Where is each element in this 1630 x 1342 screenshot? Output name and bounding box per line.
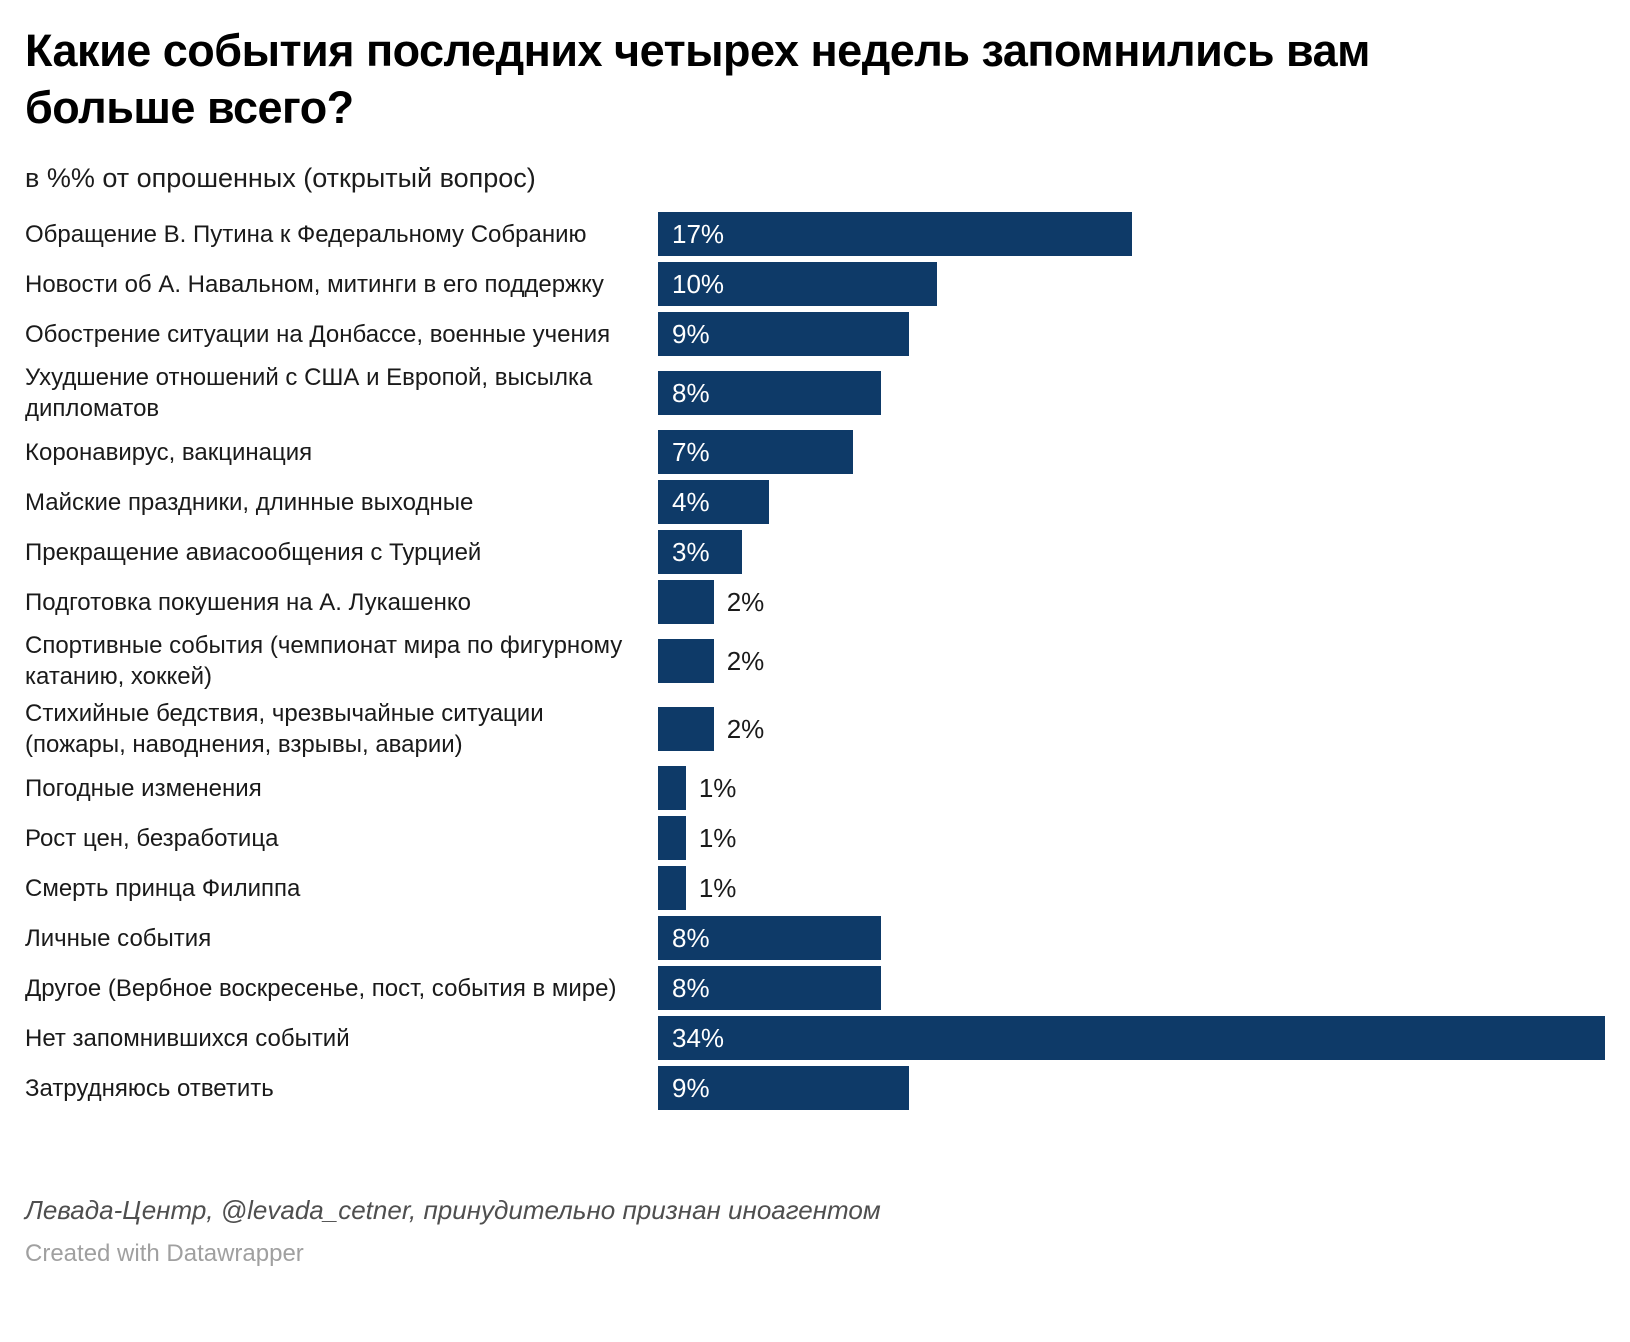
row-label: Смерть принца Филиппа xyxy=(25,874,301,902)
row-label: Подготовка покушения на А. Лукашенко xyxy=(25,588,472,616)
chart-row: Погодные изменения 1% xyxy=(25,766,1605,810)
bar-value-outside: 2% xyxy=(726,586,765,617)
bar: 3% xyxy=(658,530,742,574)
bar-track: 9% xyxy=(658,1066,1605,1110)
bar-value-outside: 1% xyxy=(698,772,737,803)
chart-row: Новости об А. Навальном, митинги в его п… xyxy=(25,262,1605,306)
row-label: Обращение В. Путина к Федеральному Собра… xyxy=(25,220,587,248)
bar-value-outside: 2% xyxy=(726,645,765,676)
row-label: Спортивные события (чемпионат мира по фи… xyxy=(25,632,623,690)
bar xyxy=(658,639,714,683)
row-label: Личные события xyxy=(25,924,212,952)
bar-chart: Обращение В. Путина к Федеральному Собра… xyxy=(25,212,1605,1110)
bar xyxy=(658,707,714,751)
bar-value-inside: 8% xyxy=(672,972,710,1003)
bar: 10% xyxy=(658,262,937,306)
bar: 17% xyxy=(658,212,1132,256)
row-label: Стихийные бедствия, чрезвычайные ситуаци… xyxy=(25,700,544,758)
chart-row: Рост цен, безработица 1% xyxy=(25,816,1605,860)
row-label: Новости об А. Навальном, митинги в его п… xyxy=(25,270,604,298)
footer: Левада-Центр, @levada_cetner, принудител… xyxy=(25,1194,1605,1268)
bar-value-outside: 2% xyxy=(726,713,765,744)
bar-track: 1% xyxy=(658,866,1605,910)
chart-row: Смерть принца Филиппа 1% xyxy=(25,866,1605,910)
bar-value-outside: 1% xyxy=(698,822,737,853)
bar-value-inside: 3% xyxy=(672,536,710,567)
bar-track: 10% xyxy=(658,262,1605,306)
page-subtitle: в %% от опрошенных (открытый вопрос) xyxy=(25,163,536,193)
row-label: Рост цен, безработица xyxy=(25,824,279,852)
bar xyxy=(658,580,714,624)
bar: 8% xyxy=(658,371,881,415)
bar-track: 9% xyxy=(658,312,1605,356)
bar-track: 2% xyxy=(658,639,1605,683)
chart-row: Ухудшение отношений с США и Европой, выс… xyxy=(25,362,1605,424)
bar-value-inside: 7% xyxy=(672,436,710,467)
chart-row: Нет запомнившихся событий 34% xyxy=(25,1016,1605,1060)
bar-track: 8% xyxy=(658,966,1605,1010)
chart-row: Подготовка покушения на А. Лукашенко 2% xyxy=(25,580,1605,624)
bar-value-outside: 1% xyxy=(698,872,737,903)
bar: 9% xyxy=(658,1066,909,1110)
row-label: Обострение ситуации на Донбассе, военные… xyxy=(25,320,611,348)
bar-value-inside: 9% xyxy=(672,1072,710,1103)
bar-track: 17% xyxy=(658,212,1605,256)
row-label: Майские праздники, длинные выходные xyxy=(25,488,474,516)
bar-value-inside: 17% xyxy=(672,218,725,249)
bar-track: 3% xyxy=(658,530,1605,574)
row-label: Затрудняюсь ответить xyxy=(25,1074,274,1102)
bar-track: 8% xyxy=(658,371,1605,415)
row-label: Коронавирус, вакцинация xyxy=(25,438,313,466)
bar: 34% xyxy=(658,1016,1605,1060)
bar-track: 8% xyxy=(658,916,1605,960)
bar-track: 2% xyxy=(658,707,1605,751)
chart-row: Обострение ситуации на Донбассе, военные… xyxy=(25,312,1605,356)
bar-track: 4% xyxy=(658,480,1605,524)
bar-value-inside: 9% xyxy=(672,318,710,349)
chart-row: Майские праздники, длинные выходные 4% xyxy=(25,480,1605,524)
row-label: Ухудшение отношений с США и Европой, выс… xyxy=(25,364,593,422)
chart-row: Спортивные события (чемпионат мира по фи… xyxy=(25,630,1605,692)
chart-row: Личные события 8% xyxy=(25,916,1605,960)
bar-value-inside: 10% xyxy=(672,268,725,299)
chart-row: Стихийные бедствия, чрезвычайные ситуаци… xyxy=(25,698,1605,760)
bar xyxy=(658,816,686,860)
bar-track: 1% xyxy=(658,816,1605,860)
chart-row: Прекращение авиасообщения с Турцией 3% xyxy=(25,530,1605,574)
datawrapper-credit: Created with Datawrapper xyxy=(25,1240,304,1267)
chart-row: Обращение В. Путина к Федеральному Собра… xyxy=(25,212,1605,256)
row-label: Прекращение авиасообщения с Турцией xyxy=(25,538,482,566)
bar: 8% xyxy=(658,966,881,1010)
bar-value-inside: 34% xyxy=(672,1022,725,1053)
source-note: Левада-Центр, @levada_cetner, принудител… xyxy=(25,1195,881,1225)
bar-track: 34% xyxy=(658,1016,1605,1060)
row-label: Нет запомнившихся событий xyxy=(25,1024,350,1052)
bar-track: 7% xyxy=(658,430,1605,474)
row-label: Другое (Вербное воскресенье, пост, событ… xyxy=(25,974,617,1002)
bar-value-inside: 4% xyxy=(672,486,710,517)
bar: 9% xyxy=(658,312,909,356)
bar-track: 2% xyxy=(658,580,1605,624)
chart-row: Другое (Вербное воскресенье, пост, событ… xyxy=(25,966,1605,1010)
chart-row: Затрудняюсь ответить 9% xyxy=(25,1066,1605,1110)
bar-value-inside: 8% xyxy=(672,922,710,953)
bar xyxy=(658,866,686,910)
bar-value-inside: 8% xyxy=(672,377,710,408)
bar: 4% xyxy=(658,480,770,524)
page-title: Какие события последних четырех недель з… xyxy=(25,25,1370,133)
chart-row: Коронавирус, вакцинация 7% xyxy=(25,430,1605,474)
bar: 8% xyxy=(658,916,881,960)
bar xyxy=(658,766,686,810)
row-label: Погодные изменения xyxy=(25,774,262,802)
bar: 7% xyxy=(658,430,853,474)
bar-track: 1% xyxy=(658,766,1605,810)
